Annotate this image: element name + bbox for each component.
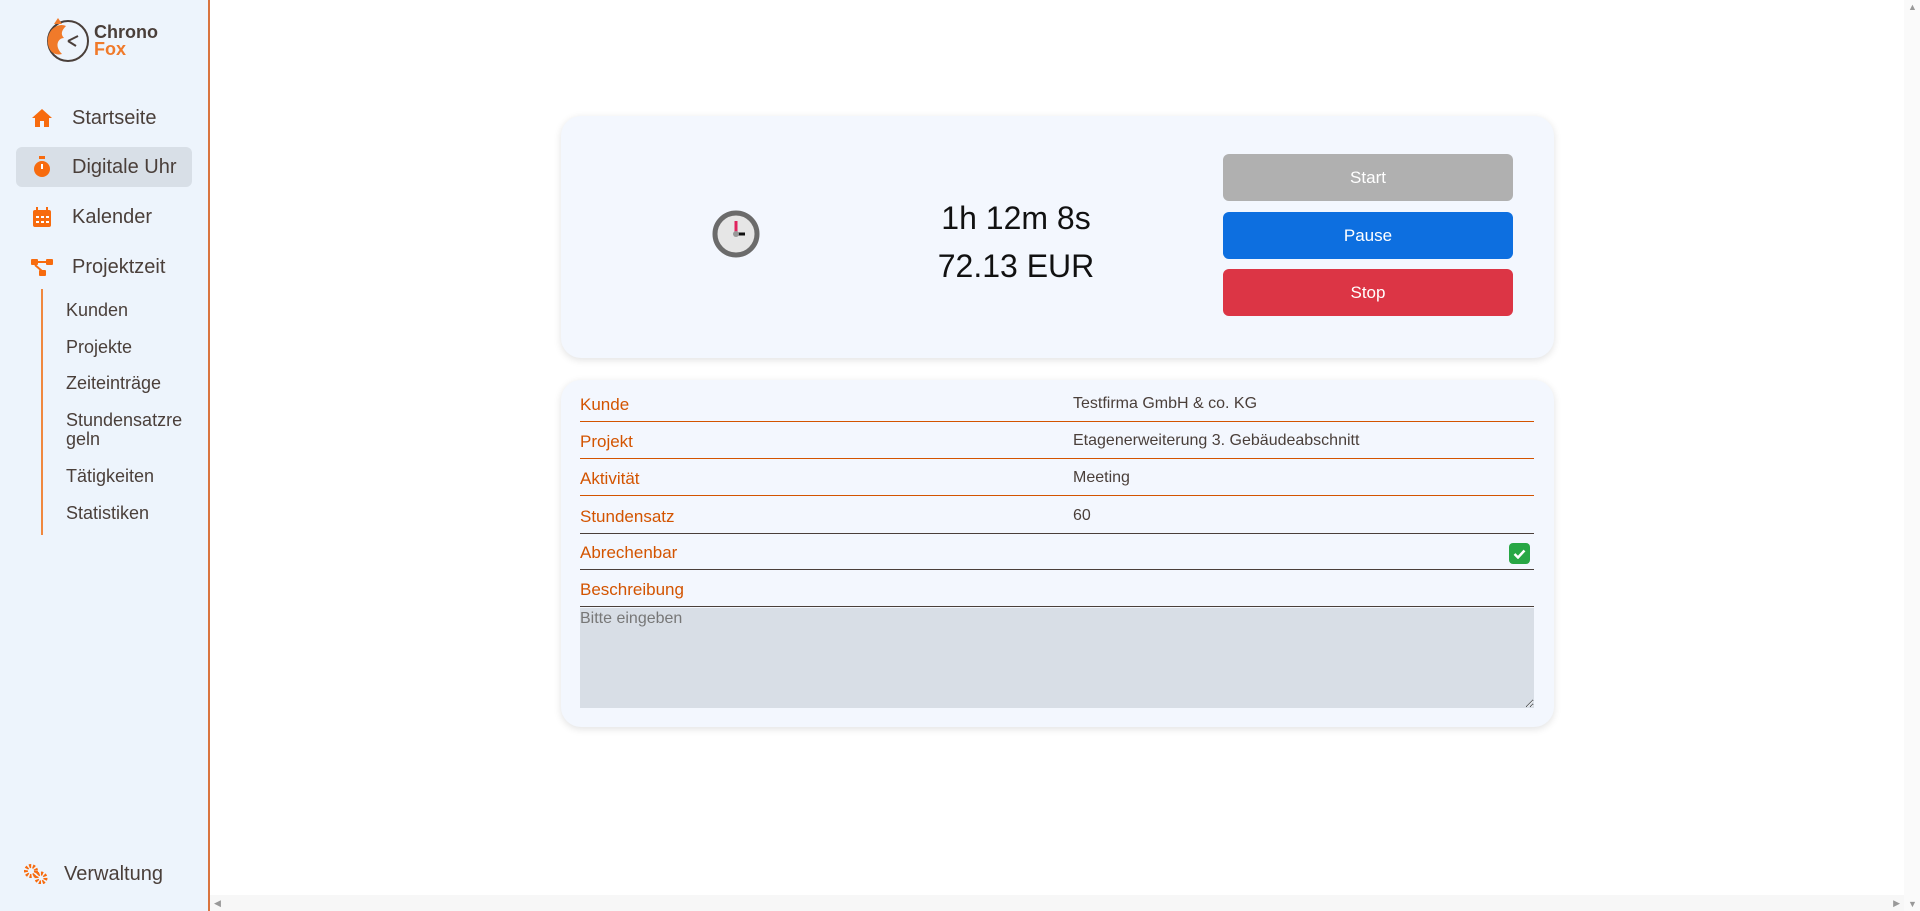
calendar-icon (30, 207, 54, 227)
submenu-line (41, 289, 43, 535)
field-label: Kunde (580, 395, 630, 414)
elapsed-time: 1h 12m 8s (941, 200, 1091, 236)
logo-text: Chrono Fox (94, 22, 158, 59)
field-label: Abrechenbar (580, 543, 678, 562)
stopwatch-icon (30, 156, 54, 178)
horizontal-scrollbar[interactable]: ◀ ▶ (210, 895, 1904, 911)
main-content: 1h 12m 8s 72.13 EUR Start Pause Stop Kun… (210, 0, 1904, 895)
pause-button[interactable]: Pause (1223, 212, 1513, 259)
field-value[interactable]: Etagenerweiterung 3. Gebäudeabschnitt (1073, 432, 1360, 449)
nav-label: Kalender (72, 205, 153, 228)
gears-icon (24, 864, 48, 884)
field-kunde[interactable]: Kunde Testfirma GmbH & co. KG (580, 385, 1534, 422)
field-value[interactable]: Testfirma GmbH & co. KG (1073, 395, 1258, 412)
field-label: Projekt (580, 432, 633, 451)
sub-stundensatzregeln[interactable]: Stundensatzregeln (66, 410, 183, 449)
field-beschreibung: Beschreibung (580, 570, 1534, 607)
logo[interactable]: Chrono Fox (40, 16, 170, 66)
nav-label: Digitale Uhr (72, 155, 177, 178)
sub-statistiken[interactable]: Statistiken (66, 503, 150, 523)
nav-kalender[interactable]: Kalender (16, 197, 192, 237)
field-value[interactable]: Meeting (1073, 469, 1130, 486)
nav-startseite[interactable]: Startseite (16, 98, 192, 138)
project-tree-icon (30, 257, 54, 277)
scroll-right-icon[interactable]: ▶ (1893, 898, 1900, 908)
field-label: Beschreibung (580, 580, 684, 599)
nav-label: Verwaltung (64, 862, 163, 885)
field-label: Stundensatz (580, 507, 675, 526)
scroll-left-icon[interactable]: ◀ (214, 898, 221, 908)
field-stundensatz[interactable]: Stundensatz 60 (580, 497, 1534, 534)
scroll-down-icon[interactable]: ▼ (1908, 899, 1917, 909)
clock-icon (712, 210, 760, 258)
logo-line1: Chrono (94, 22, 158, 42)
scroll-up-icon[interactable]: ▲ (1908, 2, 1917, 12)
nav-projektzeit[interactable]: Projektzeit (16, 247, 192, 287)
sub-kunden[interactable]: Kunden (66, 300, 129, 320)
chronofox-logo-icon (47, 18, 89, 62)
nav-verwaltung[interactable]: Verwaltung (12, 854, 188, 894)
description-textarea[interactable] (580, 608, 1534, 708)
field-abrechenbar: Abrechenbar (580, 533, 1534, 570)
field-value[interactable]: 60 (1073, 507, 1091, 524)
field-label: Aktivität (580, 469, 640, 488)
details-card: Kunde Testfirma GmbH & co. KG Projekt Et… (561, 380, 1554, 727)
nav-digitale-uhr[interactable]: Digitale Uhr (16, 147, 192, 187)
field-projekt[interactable]: Projekt Etagenerweiterung 3. Gebäudeabsc… (580, 422, 1534, 459)
start-button[interactable]: Start (1223, 154, 1513, 201)
cost-amount: 72.13 EUR (937, 248, 1095, 284)
sub-projekte[interactable]: Projekte (66, 337, 133, 357)
sub-zeiteintraege[interactable]: Zeiteinträge (66, 373, 162, 393)
logo-line2: Fox (94, 39, 127, 59)
sidebar: Chrono Fox Startseite Digitale Uhr Kalen… (0, 0, 210, 911)
field-aktivitaet[interactable]: Aktivität Meeting (580, 459, 1534, 496)
home-icon (30, 108, 54, 128)
nav-label: Startseite (72, 106, 157, 129)
sub-taetigkeiten[interactable]: Tätigkeiten (66, 466, 155, 486)
timer-card: 1h 12m 8s 72.13 EUR Start Pause Stop (561, 116, 1554, 358)
vertical-scrollbar[interactable]: ▲ ▼ (1904, 0, 1920, 911)
billable-checkbox[interactable] (1509, 543, 1530, 564)
check-icon (1513, 549, 1526, 559)
stop-button[interactable]: Stop (1223, 269, 1513, 316)
nav-label: Projektzeit (72, 255, 166, 278)
